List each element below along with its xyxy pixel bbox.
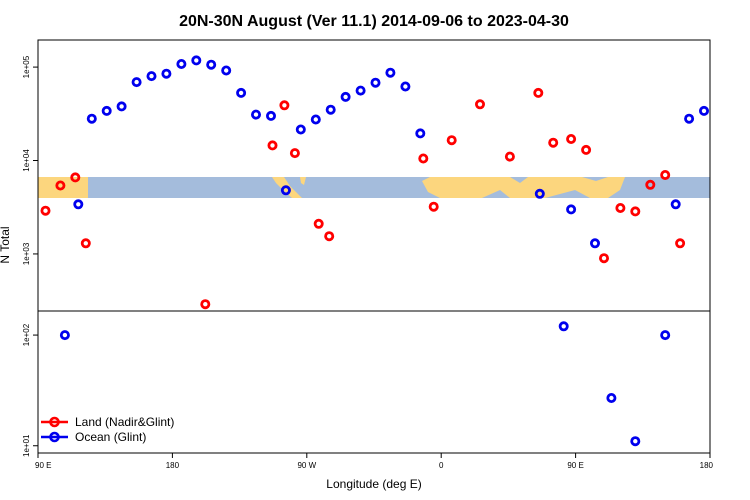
x-tick-label: 0 — [439, 461, 444, 470]
ocean-point — [116, 101, 127, 112]
ocean-point — [191, 55, 202, 66]
land-sahara-arabia-india — [422, 177, 625, 198]
y-tick-label: 1e+03 — [22, 242, 31, 265]
land-point — [581, 144, 592, 155]
ocean-point — [325, 104, 336, 115]
ocean-point — [606, 392, 617, 403]
land-point — [599, 253, 610, 264]
ocean-point — [534, 188, 545, 199]
ocean-point — [280, 185, 291, 196]
land-point — [548, 137, 559, 148]
land-point — [324, 231, 335, 242]
points-upper-panel — [40, 55, 750, 310]
ocean-point — [400, 81, 411, 92]
ocean-point — [131, 77, 142, 88]
x-tick-label: 90 W — [297, 461, 316, 470]
x-tick-label: 180 — [166, 461, 180, 470]
land-florida — [300, 177, 306, 185]
ocean-point — [684, 113, 695, 124]
land-point — [313, 218, 324, 229]
ocean-point — [295, 124, 306, 135]
land-point — [55, 180, 66, 191]
y-tick-label: 1e+05 — [22, 55, 31, 78]
ocean-point — [415, 128, 426, 139]
ocean-point — [206, 59, 217, 70]
land-point — [660, 169, 671, 180]
land-point — [566, 133, 577, 144]
ocean-point — [355, 85, 366, 96]
ocean-point — [176, 59, 187, 70]
ocean-point — [161, 68, 172, 79]
land-point — [80, 238, 91, 249]
land-point — [70, 172, 81, 183]
ocean-point — [566, 204, 577, 215]
land-point — [474, 99, 485, 110]
ocean-point — [146, 71, 157, 82]
ocean-point — [670, 199, 681, 210]
ocean-point — [101, 105, 112, 116]
ocean-point — [250, 109, 261, 120]
ocean-point — [340, 91, 351, 102]
points-lower-panel — [59, 321, 671, 447]
x-axis-label: Longitude (deg E) — [326, 477, 421, 491]
legend-ocean-marker — [49, 431, 60, 443]
ocean-point — [630, 436, 641, 447]
lower-panel-frame — [37, 310, 711, 454]
x-tick-label: 180 — [700, 461, 714, 470]
land-point — [279, 100, 290, 111]
ocean-point — [59, 330, 70, 341]
land-point — [675, 238, 686, 249]
y-tick-label: 1e+02 — [22, 323, 31, 346]
x-tick-label: 90 E — [567, 461, 583, 470]
ocean-point — [730, 79, 737, 86]
y-tick-label: 1e+04 — [22, 149, 31, 172]
x-tick-label: 90 E — [35, 461, 51, 470]
chart-title: 20N-30N August (Ver 11.1) 2014-09-06 to … — [179, 13, 569, 30]
ocean-point — [590, 238, 601, 249]
ocean-point — [660, 330, 671, 341]
ocean-point — [715, 103, 722, 110]
land-point — [615, 202, 626, 213]
ocean-point — [699, 105, 710, 116]
land-point — [504, 151, 515, 162]
land-point — [418, 153, 429, 164]
legend-land-marker — [49, 416, 60, 428]
land-point — [446, 135, 457, 146]
ocean-point — [86, 113, 97, 124]
x-axis: 90 E 180 90 W 0 90 E 180 — [35, 453, 714, 470]
land-point — [200, 299, 211, 310]
ocean-point — [221, 65, 232, 76]
y-axis: 1e+03 1e+04 1e+05 1e+01 1e+02 — [22, 55, 38, 457]
ocean-point — [385, 67, 396, 78]
ocean-point — [370, 77, 381, 88]
ocean-point — [745, 73, 750, 80]
y-tick-label: 1e+01 — [22, 434, 31, 457]
land-point — [267, 140, 278, 151]
y-axis-label: N Total — [0, 226, 12, 263]
land-point — [428, 201, 439, 212]
land-point — [533, 87, 544, 98]
ocean-point — [236, 87, 247, 98]
legend-land-label: Land (Nadir&Glint) — [75, 415, 174, 429]
land-point — [289, 148, 300, 159]
world-map-band — [38, 177, 710, 198]
ocean-point — [310, 114, 321, 125]
ocean-point — [73, 199, 84, 210]
legend-ocean-label: Ocean (Glint) — [75, 430, 146, 444]
ocean-point — [558, 321, 569, 332]
ocean-point — [265, 110, 276, 121]
land-point — [645, 179, 656, 190]
land-point — [40, 205, 51, 216]
legend: Land (Nadir&Glint) Ocean (Glint) — [41, 415, 174, 444]
land-point — [630, 206, 641, 217]
